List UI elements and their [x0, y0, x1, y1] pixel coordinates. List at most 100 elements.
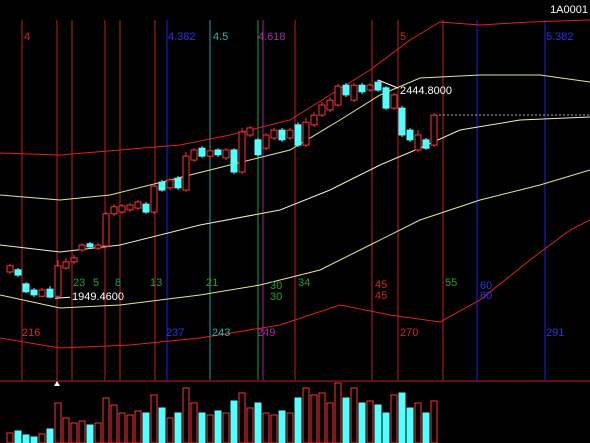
volume-bar	[302, 387, 310, 443]
volume-bar	[110, 404, 118, 443]
volume-bar	[390, 394, 398, 443]
volume-bar	[142, 412, 150, 443]
volume-bar	[350, 387, 358, 443]
zone-label: 4.5	[213, 31, 228, 43]
volume-bar	[342, 397, 350, 443]
candle-body	[422, 139, 430, 149]
candle-body	[278, 129, 286, 141]
candle-body	[22, 283, 30, 293]
volume-bar	[86, 424, 94, 443]
volume-bar	[14, 430, 22, 443]
zone-label: 216	[22, 327, 40, 339]
volume-bar	[190, 402, 198, 443]
volume-bar	[134, 410, 142, 443]
zone-label: 8	[115, 277, 121, 289]
candle-body	[398, 107, 406, 136]
candle-body	[294, 124, 302, 146]
cursor-marker	[54, 381, 60, 386]
candle-body	[54, 265, 62, 297]
volume-bar	[230, 400, 238, 443]
candle-body	[30, 289, 38, 296]
candle-body	[206, 150, 214, 157]
volume-bar	[414, 402, 422, 443]
candle-body	[62, 261, 70, 269]
zone-label: 237	[166, 327, 184, 339]
volume-bar	[262, 412, 270, 443]
candle-body	[14, 269, 22, 276]
low-pointer	[54, 296, 71, 299]
volume-bar	[214, 410, 222, 443]
candle-body	[390, 94, 398, 109]
volume-bar	[102, 397, 110, 443]
volume-bar	[358, 402, 366, 443]
zone-label: 60	[480, 280, 492, 292]
volume-bar	[310, 394, 318, 443]
volume-bar	[118, 412, 126, 443]
zone-label: 34	[298, 277, 310, 289]
zone-label: 55	[445, 277, 457, 289]
volume-bar	[6, 432, 14, 443]
zone-label: 4.382	[168, 31, 196, 43]
upper-band	[0, 19, 590, 156]
zone-label: 4.618	[258, 31, 286, 43]
candle-body	[302, 121, 310, 146]
zone-label: 4	[24, 31, 30, 43]
volume-bar	[38, 433, 46, 443]
candle-body	[190, 149, 198, 161]
zone-label: 21	[206, 277, 218, 289]
zone-label: 270	[400, 327, 418, 339]
candle-body	[110, 206, 118, 215]
volume-bar	[430, 400, 438, 443]
volume-bar	[54, 402, 62, 443]
volume-bar	[254, 402, 262, 443]
volume-bar	[270, 414, 278, 443]
volume-bar	[398, 392, 406, 443]
volume-bar	[206, 414, 214, 443]
volume-bar	[198, 412, 206, 443]
candle-body	[166, 179, 174, 189]
high-label: 2444.8000	[400, 85, 452, 97]
low-label: 1949.4600	[72, 291, 124, 303]
volume-bar	[94, 422, 102, 443]
volume-bar	[30, 436, 38, 443]
candle-body	[150, 185, 158, 213]
candle-body	[310, 114, 318, 126]
volume-bar	[382, 412, 390, 443]
candle-body	[366, 84, 374, 91]
volume-bar	[182, 387, 190, 443]
candle-body	[86, 243, 94, 248]
volume-bar	[374, 404, 382, 443]
candle-body	[6, 265, 14, 273]
zone-label: 23	[73, 277, 85, 289]
candle-body	[350, 84, 358, 101]
candle-body	[358, 84, 366, 93]
volume-bar	[246, 407, 254, 443]
zone-label: 5.382	[546, 31, 574, 43]
candle-body	[38, 289, 46, 297]
candle-body	[198, 147, 206, 157]
code: 1A0001	[550, 4, 588, 16]
candle-body	[374, 81, 382, 91]
lower-average	[0, 169, 590, 309]
volume-bar	[126, 414, 134, 443]
volume-bar	[366, 400, 374, 443]
volume-bar	[78, 420, 86, 443]
volume-bar	[158, 407, 166, 443]
candle-body	[318, 104, 326, 116]
zone-label: 60	[480, 290, 492, 302]
candle-body	[414, 134, 422, 151]
candle-body	[102, 213, 110, 247]
candle-body	[46, 288, 54, 298]
candle-body	[230, 149, 238, 173]
zone-label: 30	[270, 291, 282, 303]
volume-bar	[422, 412, 430, 443]
candle-body	[158, 181, 166, 191]
candle-body	[262, 134, 270, 149]
volume-bar	[22, 434, 30, 443]
candle-body	[342, 84, 350, 96]
zone-label: 291	[546, 327, 564, 339]
candle-body	[326, 99, 334, 111]
candle-body	[118, 205, 126, 213]
candle-body	[246, 127, 254, 136]
volume-bar	[62, 417, 70, 443]
